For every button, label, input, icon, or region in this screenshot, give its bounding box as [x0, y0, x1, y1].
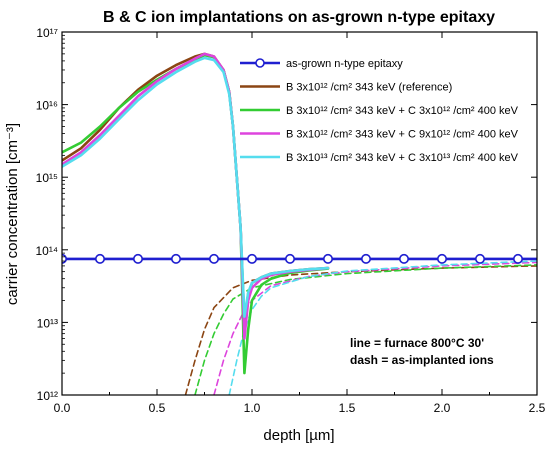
- series-point: [512, 253, 523, 264]
- y-tick-label: 10¹⁵: [36, 171, 58, 185]
- ticks-layer: 0.0 0.5 1.0 1.5 2.0 2.5 10¹² 10¹³ 10¹⁴ 10¹⁵ 10¹⁶ 10…: [36, 26, 546, 415]
- annotation-line: dash = as-implanted ions: [350, 353, 494, 367]
- x-axis-title: depth [µm]: [263, 427, 334, 444]
- x-tick-label: 1.5: [339, 401, 356, 415]
- series-point: [398, 253, 409, 264]
- series-point: [284, 253, 295, 264]
- series-layer: [62, 52, 537, 395]
- series-line-dashed-7: [213, 261, 537, 395]
- series-line-dashed-5: [184, 265, 537, 395]
- series-line-dashed-8: [228, 260, 537, 395]
- legend: as-grown n-type epitaxy B 3x10¹² /cm² 343…: [240, 58, 519, 164]
- x-tick-label: 0.0: [54, 401, 71, 415]
- series-line-4: [62, 56, 330, 319]
- x-tick-label: 1.0: [244, 401, 261, 415]
- y-tick-label: 10¹⁴: [36, 244, 59, 258]
- series-point: [171, 253, 182, 264]
- y-tick-label: 10¹³: [37, 316, 58, 330]
- chart-title: B & C ion implantations on as-grown n-ty…: [103, 9, 495, 26]
- series-point: [474, 253, 485, 264]
- legend-label: B 3x10¹² /cm² 343 keV + C 3x10¹² /cm² 40…: [286, 105, 519, 117]
- series-point: [209, 253, 220, 264]
- legend-marker: [255, 58, 265, 68]
- legend-label: as-grown n-type epitaxy: [286, 58, 403, 70]
- series-line-3: [62, 52, 330, 340]
- series-line-2: [62, 53, 330, 375]
- legend-label: B 3x10¹² /cm² 343 keV + C 9x10¹² /cm² 40…: [286, 129, 519, 141]
- annotation: line = furnace 800°C 30' dash = as-implan…: [350, 336, 494, 367]
- legend-label: B 3x10¹² /cm² 343 keV (reference): [286, 82, 452, 94]
- series-point: [133, 253, 144, 264]
- series-point: [247, 253, 258, 264]
- series-point: [322, 253, 333, 264]
- x-tick-label: 2.5: [529, 401, 546, 415]
- y-tick-label: 10¹⁶: [36, 99, 58, 113]
- y-tick-label: 10¹⁷: [36, 26, 58, 40]
- annotation-line: line = furnace 800°C 30': [350, 336, 484, 350]
- legend-label: B 3x10¹³ /cm² 343 keV + C 3x10¹³ /cm² 40…: [286, 152, 519, 164]
- y-axis-title: carrier concentration [cm⁻³]: [4, 123, 21, 305]
- x-tick-label: 2.0: [434, 401, 451, 415]
- y-tick-label: 10¹²: [37, 389, 58, 403]
- series-point: [360, 253, 371, 264]
- x-tick-label: 0.5: [149, 401, 166, 415]
- series-point: [95, 253, 106, 264]
- series-point: [436, 253, 447, 264]
